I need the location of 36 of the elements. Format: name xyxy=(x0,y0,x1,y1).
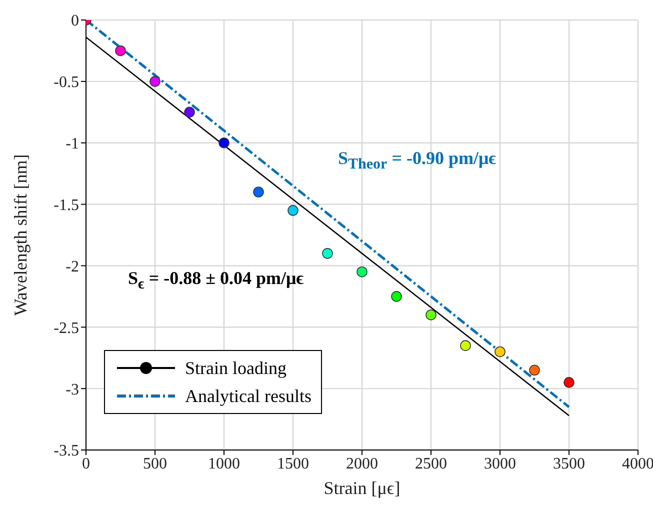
y-tick-label: 0 xyxy=(71,12,79,30)
point xyxy=(150,76,160,87)
x-tick-label: 1500 xyxy=(277,455,309,472)
point xyxy=(564,377,574,388)
point xyxy=(391,291,402,302)
point xyxy=(460,340,471,351)
point xyxy=(115,45,126,56)
x-tick-label: 3000 xyxy=(484,455,516,472)
y-tick-label: -3.5 xyxy=(54,442,79,460)
x-tick-label: 2500 xyxy=(415,455,447,472)
y-tick-label: -2 xyxy=(66,258,79,276)
point xyxy=(322,248,333,259)
annotation-text: S$_{ϵ}$ = -0.88 ± 0.04 pm/μϵ xyxy=(128,268,304,294)
annotation-text: S$_{Theor}$ = -0.90 pm/μϵ xyxy=(338,148,496,174)
y-tick-label: -1 xyxy=(66,136,79,153)
point xyxy=(253,186,264,198)
x-axis-title: Strain [μϵ] xyxy=(324,478,400,498)
x-tick-label: 1000 xyxy=(208,455,240,472)
point xyxy=(529,364,540,376)
x-tick-label: 500 xyxy=(143,455,167,472)
x-tick-label: 2000 xyxy=(346,455,378,472)
y-tick-label: -1.5 xyxy=(54,196,79,214)
legend-label: Strain loading xyxy=(185,358,286,378)
x-tick-label: 0 xyxy=(82,455,90,472)
legend-label: Analytical results xyxy=(185,386,312,406)
point xyxy=(356,266,368,278)
y-tick-label: -0.5 xyxy=(54,74,79,92)
point xyxy=(494,346,506,358)
y-tick-label: -3 xyxy=(66,381,79,398)
y-axis-title: Wavelength shift [nm] xyxy=(10,154,30,316)
point xyxy=(426,309,436,320)
x-tick-label: 3500 xyxy=(553,455,585,472)
point xyxy=(184,106,195,118)
point xyxy=(218,137,230,148)
point xyxy=(288,205,298,216)
y-tick-label: -2.5 xyxy=(54,320,79,337)
